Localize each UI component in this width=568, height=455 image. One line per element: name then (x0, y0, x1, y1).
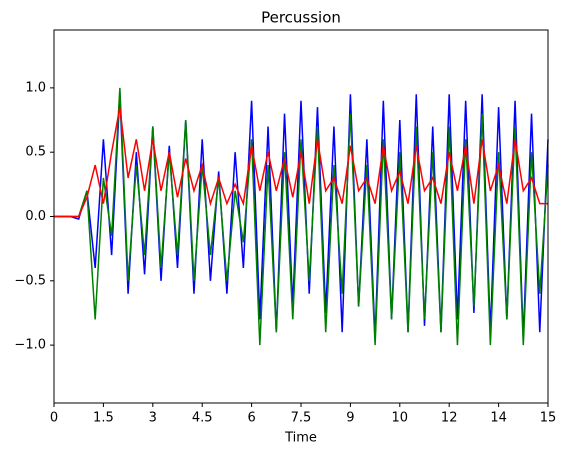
x-tick-label: 15 (540, 411, 557, 426)
x-tick-label: 3 (149, 411, 157, 426)
chart-title: Percussion (261, 9, 341, 27)
x-tick-label: 10 (392, 411, 409, 426)
x-tick-label: 6 (247, 411, 255, 426)
x-tick-label: 14 (490, 411, 507, 426)
x-tick-label: 12 (441, 411, 458, 426)
y-tick-label: −0.5 (14, 273, 46, 288)
x-tick-label: 4.5 (192, 411, 213, 426)
series-line (54, 87, 549, 346)
y-tick-label: 0.0 (25, 209, 46, 224)
y-tick-label: 1.0 (25, 80, 46, 95)
x-axis-label: Time (284, 431, 317, 446)
x-tick-label: 9 (346, 411, 354, 426)
series-line (54, 94, 549, 339)
y-tick-label: 0.5 (25, 145, 46, 160)
series-line (54, 107, 548, 218)
x-tick-label: 7.5 (291, 411, 312, 426)
x-tick-label: 0 (50, 411, 58, 426)
x-tick-label: 1.5 (93, 411, 114, 426)
y-tick-label: −1.0 (14, 338, 46, 353)
plot-frame (53, 29, 549, 404)
